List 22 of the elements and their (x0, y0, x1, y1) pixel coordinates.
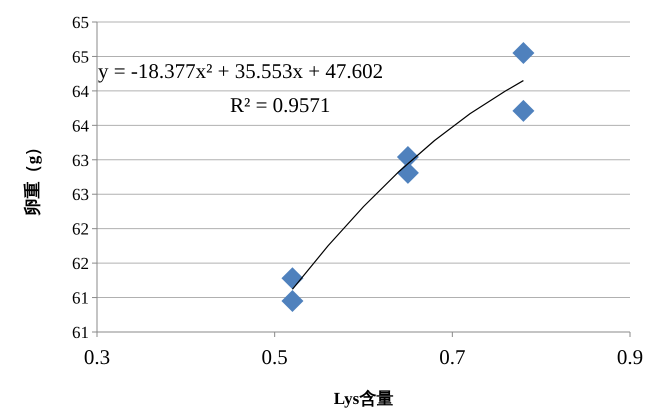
y-tick-label: 62 (72, 220, 89, 239)
point (512, 100, 534, 122)
annotation: R² = 0.9571 (230, 93, 330, 117)
x-tick-label: 0.3 (84, 345, 110, 369)
y-tick-label: 65 (72, 47, 89, 66)
y-tick-label: 63 (72, 150, 89, 170)
point (512, 42, 534, 64)
y-axis-title: 卵重（g） (23, 138, 42, 216)
point (281, 290, 304, 312)
y-tick-label: 65 (72, 13, 89, 32)
x-axis-title: Lys含量 (334, 389, 394, 408)
y-tick-label: 63 (72, 185, 89, 204)
x-tick-label: 0.7 (439, 345, 466, 369)
y-tick-label: 62 (72, 254, 89, 274)
annotation: y = -18.377x² + 35.553x + 47.602 (98, 59, 384, 83)
x-tick-label: 0.5 (262, 345, 288, 369)
y-tick-label: 64 (72, 116, 90, 136)
y-tick-label: 64 (72, 82, 90, 101)
x-tick-label: 0.9 (616, 345, 644, 369)
y-tick-label: 61 (72, 323, 89, 342)
point (281, 267, 304, 290)
y-tick-label: 61 (72, 288, 89, 308)
